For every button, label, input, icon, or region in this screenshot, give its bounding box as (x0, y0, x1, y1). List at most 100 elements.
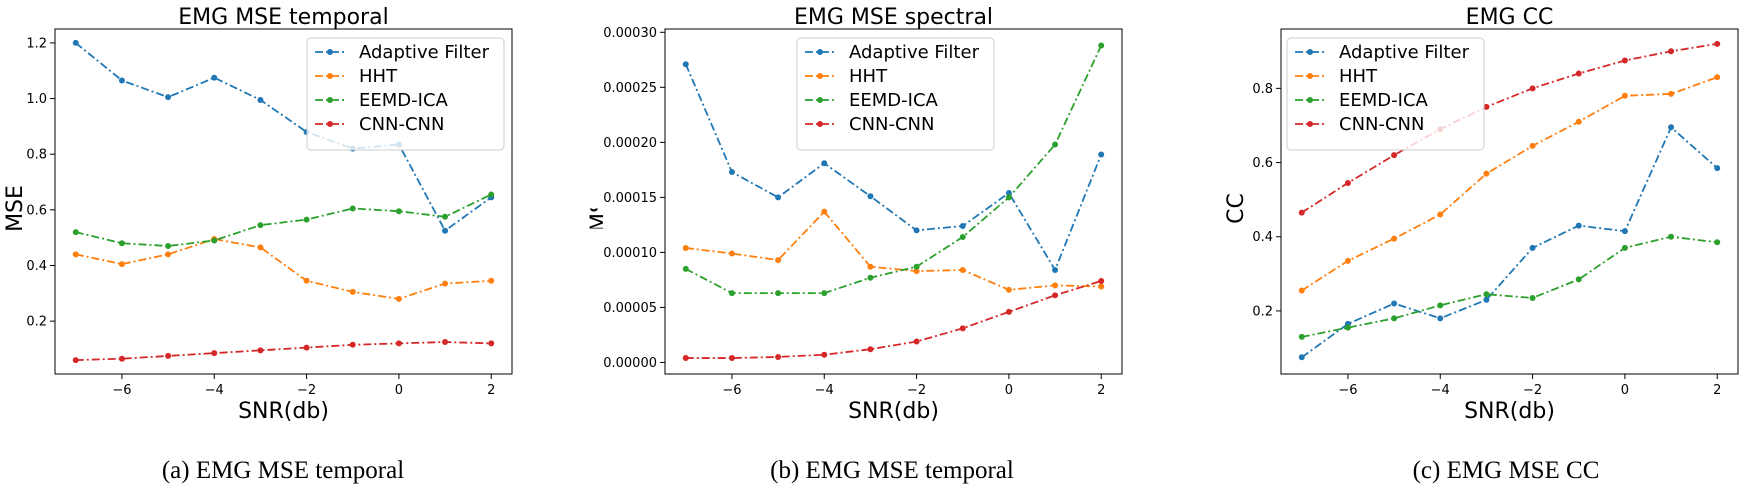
data-point (1298, 287, 1305, 294)
y-axis-label: MSE (3, 185, 28, 232)
data-point (303, 344, 310, 351)
data-point (442, 227, 449, 234)
data-point (959, 233, 966, 240)
legend-label: EEMD-ICA (1339, 90, 1429, 111)
y-tick-label: 0.00010 (603, 246, 657, 261)
data-point (211, 350, 218, 357)
data-point (1437, 211, 1444, 218)
x-tick-label: 2 (487, 383, 495, 398)
data-point (118, 240, 125, 247)
data-point (1298, 333, 1305, 340)
x-tick-label: −6 (1338, 383, 1357, 398)
data-point (442, 213, 449, 220)
data-point (1668, 233, 1675, 240)
data-point (1575, 70, 1582, 77)
data-point (165, 251, 172, 258)
data-point (821, 351, 828, 358)
data-point (72, 251, 79, 258)
data-point (211, 237, 218, 244)
data-point (682, 61, 689, 68)
data-point (1621, 228, 1628, 235)
data-point (913, 338, 920, 345)
x-tick-label: −4 (205, 383, 224, 398)
y-tick-label: 0.2 (1252, 304, 1273, 319)
chart-title: EMG MSE spectral (794, 5, 993, 30)
y-tick-label: 0.00030 (603, 26, 657, 41)
series-line-adaptive-filter (1301, 125, 1718, 359)
x-tick-label: 0 (1005, 383, 1013, 398)
data-point (1483, 170, 1490, 177)
y-tick-label: 0.4 (1252, 230, 1273, 245)
plot-frame (664, 28, 1123, 375)
x-axis-label: SNR(db) (1464, 399, 1555, 424)
data-point (775, 353, 782, 360)
data-point (959, 325, 966, 332)
legend-marker (327, 73, 333, 79)
data-point (728, 355, 735, 362)
data-point (1005, 286, 1012, 293)
series-line-cnn-cnn (1301, 42, 1718, 214)
data-point (442, 339, 449, 346)
series-line-cnn-cnn (75, 341, 492, 361)
data-point (488, 340, 495, 347)
legend-marker (817, 121, 823, 127)
legend-marker (1307, 73, 1313, 79)
y-tick-label: 0.00020 (603, 136, 657, 151)
data-point (1714, 239, 1721, 246)
data-point (959, 222, 966, 229)
data-point (1668, 124, 1675, 131)
data-point (1529, 85, 1536, 92)
y-tick-label: 0.8 (26, 148, 47, 163)
plot-frame (54, 28, 513, 375)
data-point (349, 341, 356, 348)
data-point (257, 347, 264, 354)
data-point (1391, 152, 1398, 159)
data-point (1098, 42, 1105, 49)
data-point (1575, 222, 1582, 229)
data-point (165, 243, 172, 250)
legend-marker (817, 97, 823, 103)
x-tick-label: 2 (1097, 383, 1105, 398)
data-point (1714, 40, 1721, 47)
legend-label: Adaptive Filter (1339, 42, 1470, 63)
data-point (1483, 103, 1490, 110)
legend-label: Adaptive Filter (359, 42, 490, 63)
figure-caption: (b) EMG MSE temporal (770, 457, 1014, 484)
data-point (165, 352, 172, 359)
data-point (1529, 244, 1536, 251)
data-point (867, 346, 874, 353)
legend-marker (327, 121, 333, 127)
data-point (1621, 92, 1628, 99)
data-point (1005, 308, 1012, 315)
series-line-eemd-ica (685, 45, 1103, 295)
data-point (257, 222, 264, 229)
data-point (728, 290, 735, 297)
data-point (165, 94, 172, 101)
data-point (913, 268, 920, 275)
data-point (913, 263, 920, 270)
x-tick-label: −4 (815, 383, 834, 398)
legend: Adaptive Filter HHT EEMD-ICA CNN-CNN (796, 37, 995, 151)
data-point (682, 355, 689, 362)
data-point (257, 244, 264, 251)
y-tick-label: 0.00015 (603, 191, 657, 206)
series-line-eemd-ica (75, 193, 492, 247)
data-point (1621, 57, 1628, 64)
legend-box (796, 37, 995, 151)
legend-label: Adaptive Filter (849, 42, 980, 63)
data-point (211, 74, 218, 81)
legend-marker (327, 97, 333, 103)
data-point (1344, 257, 1351, 264)
y-tick-label: 0.00025 (603, 81, 657, 96)
y-tick-label: 0.6 (1252, 156, 1273, 171)
chart-panel-3: EMG CC −6 −4 −2 0 2 0.2 0.4 0.6 0.8 SNR(db) CC Adapt… (1224, 5, 1739, 484)
data-point (1052, 282, 1059, 289)
data-point (1298, 209, 1305, 216)
legend-label: HHT (849, 66, 888, 87)
data-point (1575, 276, 1582, 283)
figure-caption: (a) EMG MSE temporal (162, 457, 404, 484)
y-axis-label: MSE (587, 185, 612, 232)
y-tick-label: 0.8 (1252, 82, 1273, 97)
data-point (488, 191, 495, 198)
legend-label: CNN-CNN (849, 114, 935, 135)
